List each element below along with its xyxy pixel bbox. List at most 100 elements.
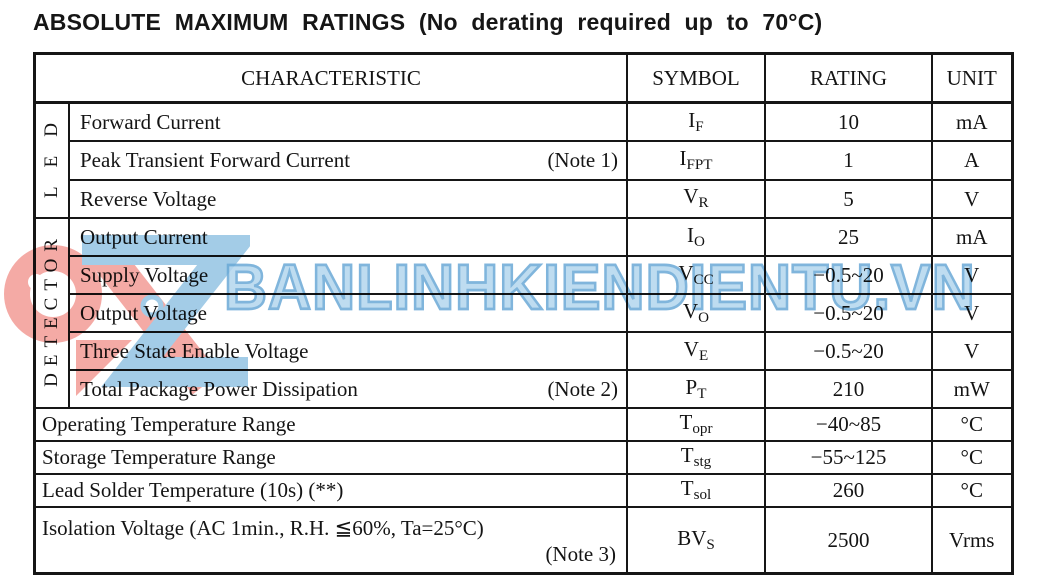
rating-cell: −0.5~20 bbox=[764, 330, 933, 371]
rating-cell: 10 bbox=[764, 101, 933, 143]
symbol-subscript: R bbox=[698, 195, 709, 212]
symbol-base: T bbox=[679, 410, 693, 435]
symbol-cell: PT bbox=[626, 368, 766, 409]
symbol-subscript: sol bbox=[693, 487, 712, 504]
rating-cell: 1 bbox=[764, 140, 933, 181]
characteristic-cell: Supply Voltage bbox=[68, 254, 628, 295]
symbol-base: V bbox=[683, 184, 699, 209]
column-header-characteristic: CHARACTERISTIC bbox=[33, 52, 628, 104]
rating-cell: 25 bbox=[764, 216, 933, 257]
unit-cell: mA bbox=[931, 101, 1013, 143]
characteristic-label: Reverse Voltage bbox=[80, 186, 217, 211]
symbol-subscript: FPT bbox=[686, 157, 713, 174]
rating-cell: 260 bbox=[764, 472, 933, 508]
unit-cell: Vrms bbox=[931, 505, 1013, 575]
characteristic-label: Peak Transient Forward Current bbox=[80, 148, 351, 173]
symbol-base: I bbox=[687, 222, 695, 247]
symbol-cell: Topr bbox=[626, 406, 766, 442]
symbol-cell: BVS bbox=[626, 505, 766, 575]
characteristic-label: Three State Enable Voltage bbox=[80, 338, 309, 363]
characteristic-label: Supply Voltage bbox=[80, 262, 209, 287]
characteristic-cell: Total Package Power Dissipation (Note 2) bbox=[68, 368, 628, 409]
symbol-subscript: O bbox=[698, 309, 710, 326]
symbol-subscript: stg bbox=[693, 454, 712, 471]
rating-cell: 2500 bbox=[764, 505, 933, 575]
note-label: (Note 3) bbox=[545, 541, 616, 566]
unit-cell: °C bbox=[931, 472, 1013, 508]
table-row: LED Forward Current IF 10 mA bbox=[33, 101, 1013, 219]
unit-cell: V bbox=[931, 330, 1013, 371]
characteristic-label: Total Package Power Dissipation bbox=[80, 376, 358, 401]
symbol-base: V bbox=[683, 336, 699, 361]
table-row: Output Voltage VO −0.5~20 V bbox=[35, 292, 1013, 333]
symbol-cell: Tstg bbox=[626, 439, 766, 475]
unit-cell: °C bbox=[931, 406, 1013, 442]
symbol-cell: IF bbox=[626, 101, 766, 143]
symbol-subscript: CC bbox=[693, 271, 714, 288]
characteristic-cell: Output Current bbox=[68, 216, 628, 257]
characteristic-cell: Reverse Voltage bbox=[68, 178, 628, 219]
table-row: DETECTOR Output Current IO 25 mA bbox=[33, 216, 1013, 409]
group-label-detector: DETECTOR bbox=[41, 232, 63, 387]
symbol-base: I bbox=[679, 146, 687, 171]
note-label: (Note 2) bbox=[547, 376, 618, 401]
symbol-cell: VO bbox=[626, 292, 766, 333]
table-row: Operating Temperature Range Topr −40~85 … bbox=[33, 406, 1013, 442]
symbol-subscript: E bbox=[698, 347, 709, 364]
characteristic-label: Output Voltage bbox=[80, 300, 207, 325]
group-cell-led: LED bbox=[33, 101, 70, 219]
characteristic-label: Forward Current bbox=[80, 110, 221, 135]
table-row: Storage Temperature Range Tstg −55~125 °… bbox=[33, 439, 1013, 475]
characteristic-cell: Storage Temperature Range bbox=[33, 439, 628, 475]
symbol-cell: IO bbox=[626, 216, 766, 257]
note-label: (Note 1) bbox=[547, 148, 618, 173]
group-label-led: LED bbox=[41, 104, 63, 198]
column-header-symbol: SYMBOL bbox=[626, 52, 766, 104]
table-row: Three State Enable Voltage VE −0.5~20 V bbox=[35, 330, 1013, 371]
symbol-subscript: S bbox=[706, 536, 715, 553]
characteristic-cell: Forward Current bbox=[68, 101, 628, 143]
symbol-base: T bbox=[680, 443, 694, 468]
unit-cell: mA bbox=[931, 216, 1013, 257]
symbol-cell: VCC bbox=[626, 254, 766, 295]
table-row: Total Package Power Dissipation (Note 2) … bbox=[35, 368, 1013, 409]
rating-cell: 5 bbox=[764, 178, 933, 219]
table-row: Lead Solder Temperature (10s) (**) Tsol … bbox=[33, 472, 1013, 508]
page-title: ABSOLUTE MAXIMUM RATINGS (No derating re… bbox=[33, 9, 823, 35]
rating-cell: 210 bbox=[764, 368, 933, 409]
unit-cell: mW bbox=[931, 368, 1013, 409]
characteristic-cell: Output Voltage bbox=[68, 292, 628, 333]
characteristic-cell: Three State Enable Voltage bbox=[68, 330, 628, 371]
symbol-base: V bbox=[682, 298, 699, 323]
symbol-base: P bbox=[685, 374, 698, 399]
unit-cell: V bbox=[931, 178, 1013, 219]
column-header-unit: UNIT bbox=[931, 52, 1013, 104]
characteristic-label: Isolation Voltage (AC 1min., R.H. ≦60%, … bbox=[42, 515, 484, 540]
unit-cell: A bbox=[931, 140, 1013, 181]
characteristic-cell: Lead Solder Temperature (10s) (**) bbox=[33, 472, 628, 508]
symbol-cell: Tsol bbox=[626, 472, 766, 508]
table-row: Reverse Voltage VR 5 V bbox=[35, 178, 1013, 219]
header-row: CHARACTERISTIC SYMBOL RATING UNIT bbox=[33, 52, 1013, 104]
characteristic-label: Output Current bbox=[80, 224, 208, 249]
symbol-subscript: F bbox=[695, 119, 704, 136]
symbol-base: BV bbox=[677, 525, 707, 550]
group-cell-detector: DETECTOR bbox=[33, 216, 70, 409]
table-row: Supply Voltage VCC −0.5~20 V bbox=[35, 254, 1013, 295]
symbol-base: T bbox=[680, 476, 694, 501]
unit-cell: V bbox=[931, 292, 1013, 333]
characteristic-cell: Peak Transient Forward Current (Note 1) bbox=[68, 140, 628, 181]
characteristic-cell: Isolation Voltage (AC 1min., R.H. ≦60%, … bbox=[33, 505, 628, 575]
symbol-cell: VE bbox=[626, 330, 766, 371]
symbol-base: I bbox=[688, 107, 696, 132]
table-row: Isolation Voltage (AC 1min., R.H. ≦60%, … bbox=[33, 505, 1013, 575]
unit-cell: V bbox=[931, 254, 1013, 295]
symbol-base: V bbox=[678, 260, 694, 285]
symbol-cell: VR bbox=[626, 178, 766, 219]
rating-cell: −0.5~20 bbox=[764, 292, 933, 333]
symbol-subscript: O bbox=[694, 233, 705, 250]
unit-cell: °C bbox=[931, 439, 1013, 475]
characteristic-cell: Operating Temperature Range bbox=[33, 406, 628, 442]
absolute-maximum-ratings-table: CHARACTERISTIC SYMBOL RATING UNIT LED Fo… bbox=[33, 52, 1014, 575]
symbol-cell: IFPT bbox=[626, 140, 766, 181]
